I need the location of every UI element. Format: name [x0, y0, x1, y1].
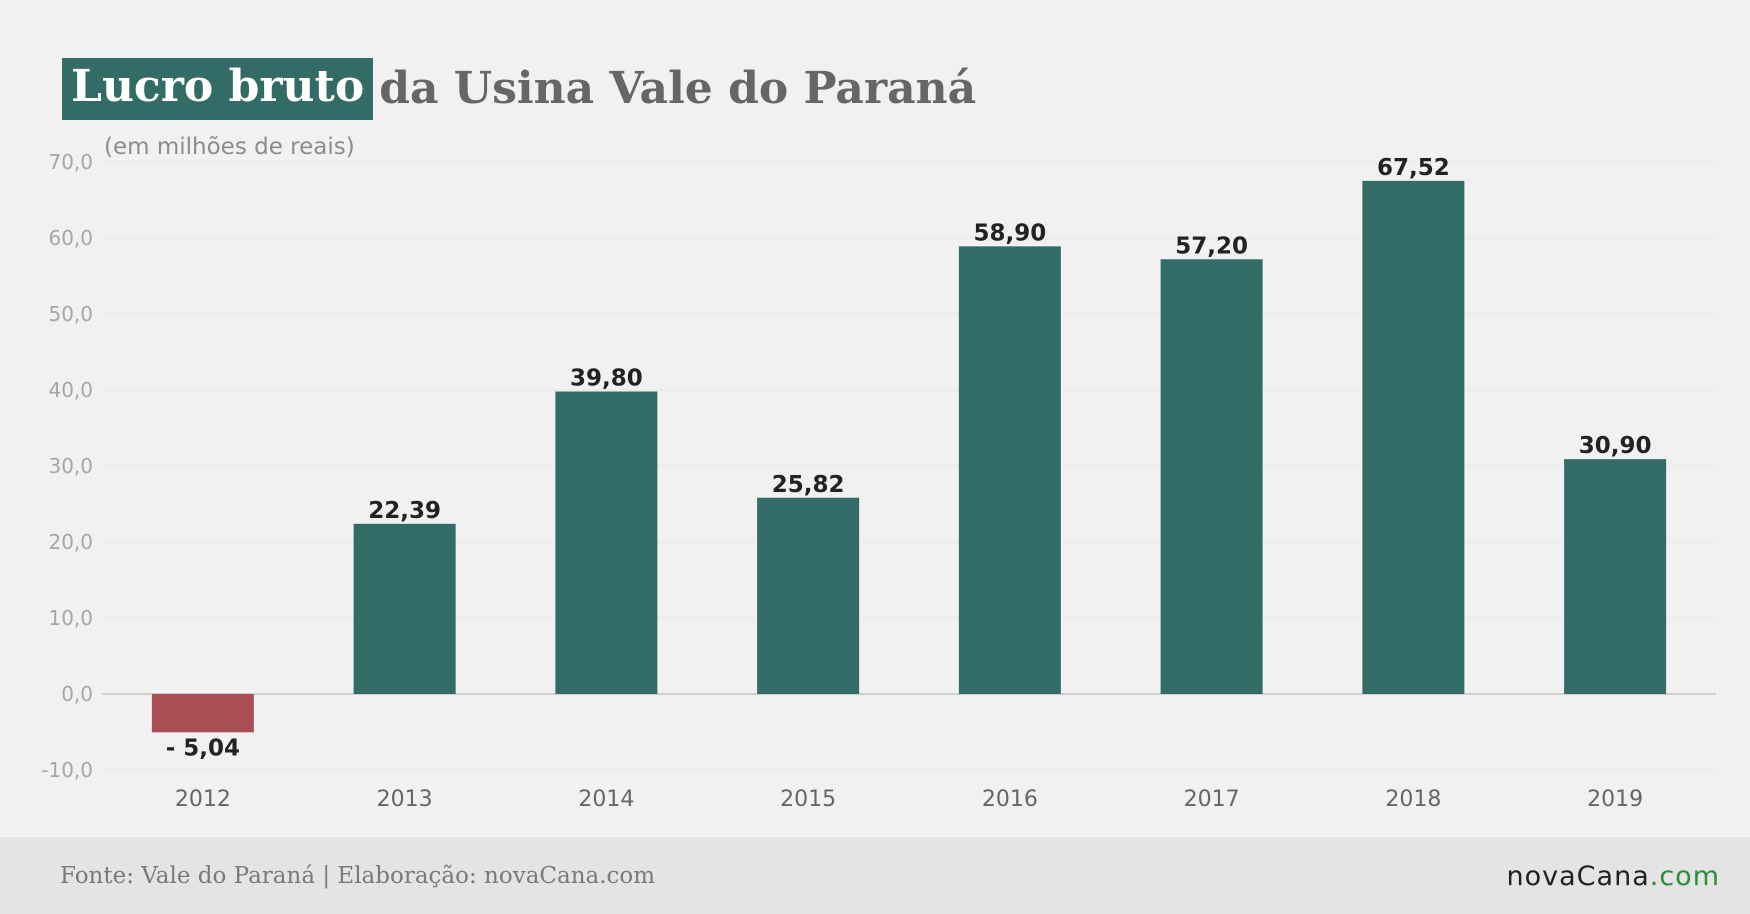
y-axis-ticks: -10,0 0,0 10,0 20,0 30,0 40,0 50,0 60,0 70,0 — [41, 150, 93, 782]
source-text: Fonte: Vale do Paraná | Elaboração: nova… — [60, 863, 656, 889]
y-tick-label: 30,0 — [48, 454, 93, 478]
grid-lines — [102, 161, 1716, 771]
data-label: 58,90 — [973, 220, 1046, 246]
brand-logo: novaCana.com — [1507, 861, 1720, 892]
y-tick-label: 0,0 — [61, 682, 93, 706]
x-tick-label: 2019 — [1587, 787, 1643, 812]
brand-tld: .com — [1649, 861, 1720, 892]
data-label: - 5,04 — [166, 735, 240, 761]
x-axis-ticks: 2012 2013 2014 2015 2016 2017 2018 2019 — [175, 787, 1643, 812]
y-tick-label: -10,0 — [41, 758, 93, 782]
data-label: 22,39 — [368, 498, 441, 524]
x-tick-label: 2014 — [578, 787, 634, 812]
x-tick-label: 2012 — [175, 787, 231, 812]
bar — [1362, 180, 1465, 694]
bar — [1564, 459, 1667, 694]
chart-title: Lucro bruto da Usina Vale do Paraná — [62, 58, 976, 120]
footer: Fonte: Vale do Paraná | Elaboração: nova… — [0, 837, 1750, 914]
bar — [958, 246, 1061, 695]
bar-chart: -10,0 0,0 10,0 20,0 30,0 40,0 50,0 60,0 70,0 - 5… — [41, 150, 1716, 812]
data-label: 25,82 — [772, 472, 845, 498]
x-tick-label: 2016 — [982, 787, 1038, 812]
y-tick-label: 50,0 — [48, 302, 93, 326]
bar — [555, 391, 658, 694]
x-tick-label: 2013 — [377, 787, 433, 812]
title-rest: da Usina Vale do Paraná — [379, 63, 977, 114]
x-tick-label: 2017 — [1184, 787, 1240, 812]
y-tick-label: 10,0 — [48, 606, 93, 630]
bars — [151, 180, 1667, 733]
y-tick-label: 60,0 — [48, 226, 93, 250]
value-labels: - 5,04 22,39 39,80 25,82 58,90 57,20 67,52 30,9… — [166, 155, 1652, 761]
data-label: 30,90 — [1579, 433, 1652, 459]
chart-subtitle: (em milhões de reais) — [104, 134, 355, 160]
x-tick-label: 2015 — [780, 787, 836, 812]
data-label: 39,80 — [570, 366, 643, 392]
bar — [757, 497, 860, 694]
data-label: 57,20 — [1175, 233, 1248, 259]
brand-name: novaCana — [1506, 861, 1650, 892]
bar — [151, 694, 254, 733]
y-tick-label: 40,0 — [48, 378, 93, 402]
data-label: 67,52 — [1377, 155, 1450, 181]
x-tick-label: 2018 — [1385, 787, 1441, 812]
y-tick-label: 70,0 — [48, 150, 93, 174]
title-highlight: Lucro bruto — [62, 58, 374, 120]
bar — [353, 523, 456, 694]
y-tick-label: 20,0 — [48, 530, 93, 554]
bar — [1160, 259, 1263, 694]
